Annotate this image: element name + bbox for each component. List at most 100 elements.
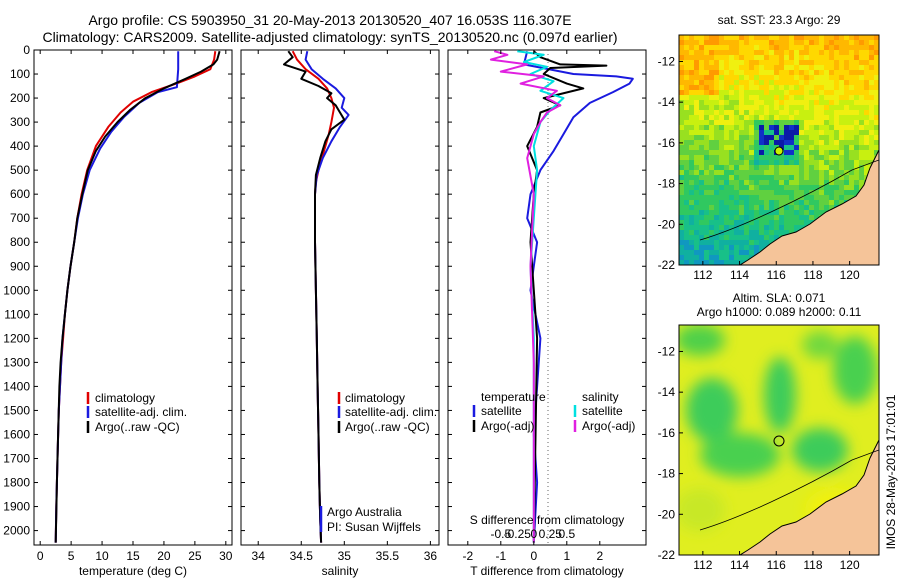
legend-label-sal-satellite: satellite — [582, 404, 623, 418]
legend-label-sal-argo: Argo(-adj) — [582, 419, 635, 433]
s-difference-tick-label: -0.25 — [504, 527, 532, 541]
salinity-legend: climatology satellite-adj. clim. Argo(..… — [319, 391, 437, 534]
depth-tick-label: 1200 — [3, 331, 30, 345]
map-y-tick-label: -20 — [658, 507, 676, 521]
depth-tick-label: 1700 — [3, 451, 30, 465]
sla-argo-marker — [773, 435, 785, 447]
series-line — [489, 50, 562, 543]
annotation-argo-australia: Argo Australia — [327, 505, 402, 519]
depth-tick-label: 1500 — [3, 403, 30, 417]
x-tick-label: 2 — [596, 549, 603, 563]
series-line — [522, 50, 634, 543]
map-x-tick-label: 116 — [767, 268, 786, 282]
map-y-tick-label: -18 — [658, 177, 676, 191]
map-y-tick-label: -14 — [658, 385, 676, 399]
series-line — [54, 50, 221, 543]
legend-label-satellite: satellite-adj. clim. — [95, 405, 187, 419]
depth-tick-label: 300 — [10, 115, 30, 129]
temperature-series-group — [54, 50, 221, 543]
map-y-tick-label: -16 — [658, 136, 676, 150]
depth-tick-label: 1400 — [3, 379, 30, 393]
salinity-series-group — [283, 50, 350, 543]
map-y-tick-label: -22 — [658, 548, 676, 562]
x-tick-label: 34 — [252, 549, 266, 563]
legend-label-argo: Argo(..raw -QC) — [95, 420, 180, 434]
depth-tick-label: 200 — [10, 91, 30, 105]
x-tick-label: 1 — [563, 549, 570, 563]
map-x-tick-label: 116 — [767, 558, 786, 572]
map-x-tick-label: 120 — [840, 268, 860, 282]
x-tick-label: 20 — [157, 549, 171, 563]
map-y-tick-label: -14 — [658, 95, 676, 109]
depth-tick-label: 1800 — [3, 476, 30, 490]
map-y-tick-label: -12 — [658, 54, 676, 68]
x-tick-label: 35 — [338, 549, 352, 563]
legend-label-satellite: satellite-adj. clim. — [345, 405, 437, 419]
depth-tick-label: 700 — [10, 211, 30, 225]
depth-axis: 0 100 200 300 400 500 600 700 800 900 1000 1100 1200… — [3, 43, 646, 538]
chart-title-line-2: Climatology: CARS2009. Satellite-adjuste… — [42, 29, 618, 45]
depth-tick-label: 1300 — [3, 355, 30, 369]
sst-map-axes: 112 114 116 118 120 -12 -14 -16 -18 -20 -22 — [658, 54, 860, 282]
map-y-tick-label: -20 — [658, 217, 676, 231]
sla-map-title-1: Altim. SLA: 0.071 — [733, 291, 826, 305]
x-tick-label: 35.5 — [376, 549, 400, 563]
legend-header-salinity: salinity — [582, 390, 619, 404]
depth-tick-label: 100 — [10, 67, 30, 81]
depth-tick-label: 400 — [10, 139, 30, 153]
salinity-plot-frame — [240, 49, 440, 546]
x-tick-label: 34.5 — [290, 549, 314, 563]
depth-tick-label: 1000 — [3, 283, 30, 297]
map-y-tick-label: -18 — [658, 467, 676, 481]
x-tick-label: 30 — [219, 549, 233, 563]
temperature-plot-frame — [33, 49, 233, 546]
map-y-tick-label: -22 — [658, 258, 676, 272]
x-tick-label: 25 — [188, 549, 202, 563]
map-x-tick-label: 112 — [693, 268, 712, 282]
legend-header-temperature: temperature — [481, 390, 546, 404]
x-tick-label: 15 — [126, 549, 140, 563]
legend-label-climatology: climatology — [345, 391, 405, 405]
x-tick-label: -1 — [495, 549, 506, 563]
depth-tick-label: 500 — [10, 163, 30, 177]
x-axes: 0 5 10 15 20 25 30 34 34.5 35 35.5 36 -2 -1 0 1 2 -0.5-0.… — [37, 50, 603, 563]
map-x-tick-label: 114 — [730, 268, 749, 282]
depth-tick-label: 1100 — [4, 307, 30, 321]
legend-label-temp-argo: Argo(-adj) — [481, 419, 534, 433]
depth-tick-label: 1600 — [3, 427, 30, 441]
x-tick-label: 0 — [530, 549, 537, 563]
salinity-xlabel: salinity — [322, 564, 359, 578]
x-tick-label: 5 — [68, 549, 75, 563]
sst-argo-marker — [774, 146, 784, 156]
depth-tick-label: 800 — [10, 235, 30, 249]
depth-tick-label: 0 — [23, 43, 30, 57]
x-tick-label: -2 — [462, 549, 473, 563]
difference-legend: temperature salinity satellite Argo(-adj… — [472, 390, 635, 433]
s-difference-tick-label: 0.25 — [539, 527, 563, 541]
annotation-pi: PI: Susan Wijffels — [327, 520, 421, 534]
map-x-tick-label: 112 — [693, 558, 712, 572]
x-tick-label: 0 — [37, 549, 44, 563]
depth-tick-label: 900 — [10, 259, 30, 273]
s-difference-tick-label: -0.5 — [490, 527, 511, 541]
s-difference-xlabel: S difference from climatology — [470, 513, 625, 527]
sla-map-axes: 112 114 116 118 120 -12 -14 -16 -18 -20 -22 — [658, 344, 860, 572]
x-tick-label: 10 — [95, 549, 109, 563]
depth-tick-label: 2000 — [3, 524, 30, 538]
legend-label-climatology: climatology — [95, 391, 155, 405]
map-x-tick-label: 114 — [730, 558, 749, 572]
sla-map-title-2: Argo h1000: 0.089 h2000: 0.11 — [697, 305, 862, 319]
depth-tick-label: 600 — [10, 187, 30, 201]
t-difference-xlabel: T difference from climatology — [470, 564, 624, 578]
map-x-tick-label: 120 — [840, 558, 860, 572]
map-y-tick-label: -16 — [658, 426, 676, 440]
legend-label-temp-satellite: satellite — [481, 404, 522, 418]
legend-label-argo: Argo(..raw -QC) — [345, 420, 430, 434]
imos-credit: IMOS 28-May-2013 17:01:01 — [884, 394, 898, 549]
sst-map-image — [679, 35, 879, 265]
chart-title-line-1: Argo profile: CS 5903950_31 20-May-2013 … — [88, 12, 572, 28]
map-y-tick-label: -12 — [658, 344, 676, 358]
difference-plot-frame — [447, 49, 647, 546]
difference-series-group — [489, 50, 634, 545]
map-x-tick-label: 118 — [803, 268, 822, 282]
